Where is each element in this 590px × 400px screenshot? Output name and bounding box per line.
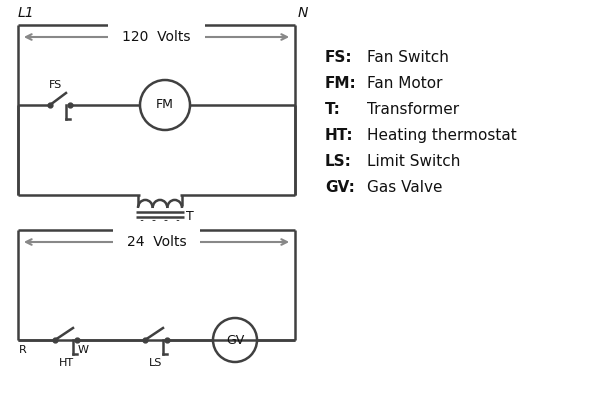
Text: Gas Valve: Gas Valve — [367, 180, 442, 195]
Text: LS:: LS: — [325, 154, 352, 169]
Text: FM: FM — [156, 98, 174, 112]
Text: L1: L1 — [18, 6, 35, 20]
Text: Heating thermostat: Heating thermostat — [367, 128, 517, 143]
Text: 120  Volts: 120 Volts — [122, 30, 191, 44]
Text: Fan Motor: Fan Motor — [367, 76, 442, 91]
Text: 24  Volts: 24 Volts — [127, 235, 186, 249]
Text: Transformer: Transformer — [367, 102, 459, 117]
Text: T: T — [186, 210, 194, 224]
Text: FS:: FS: — [325, 50, 353, 65]
Text: W: W — [78, 345, 89, 355]
Text: Limit Switch: Limit Switch — [367, 154, 460, 169]
Text: FM:: FM: — [325, 76, 357, 91]
Text: R: R — [19, 345, 27, 355]
Text: HT: HT — [58, 358, 74, 368]
Text: HT:: HT: — [325, 128, 353, 143]
Text: T:: T: — [325, 102, 341, 117]
Text: LS: LS — [149, 358, 163, 368]
Text: Fan Switch: Fan Switch — [367, 50, 449, 65]
Text: N: N — [298, 6, 309, 20]
Text: GV: GV — [226, 334, 244, 346]
Text: FS: FS — [50, 80, 63, 90]
Text: GV:: GV: — [325, 180, 355, 195]
